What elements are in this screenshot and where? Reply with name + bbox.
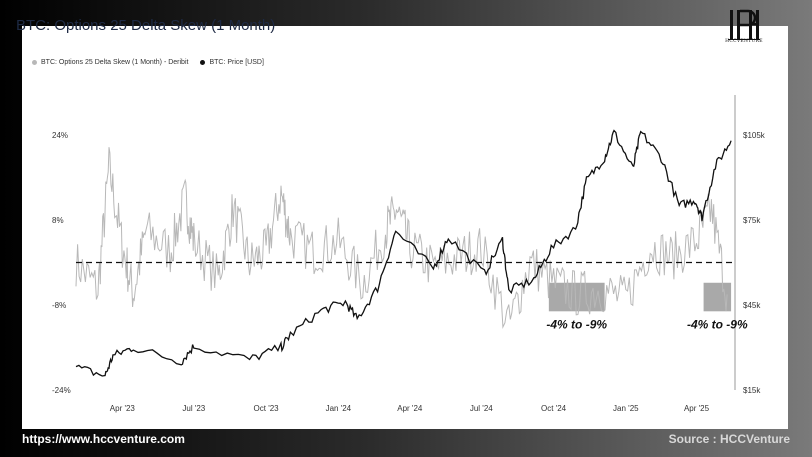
legend-price-label: BTC: Price [USD] <box>209 59 264 66</box>
right-tick-label: $105k <box>743 131 766 140</box>
x-tick-label: Apr '24 <box>397 404 423 413</box>
x-tick-label: Jul '23 <box>182 404 205 413</box>
x-tick-label: Oct '24 <box>541 404 567 413</box>
right-tick-label: $75k <box>743 216 761 225</box>
footer-source: Source : HCCVenture <box>668 432 790 446</box>
legend-item-skew[interactable]: BTC: Options 25 Delta Skew (1 Month) - D… <box>32 59 188 66</box>
left-tick-label: 24% <box>52 131 68 140</box>
x-tick-label: Jul '24 <box>470 404 493 413</box>
logo-text: HCCVENTURE <box>725 39 763 44</box>
chart-legend: BTC: Options 25 Delta Skew (1 Month) - D… <box>32 59 264 66</box>
right-tick-label: $15k <box>743 386 761 395</box>
legend-item-price[interactable]: BTC: Price [USD] <box>200 59 264 66</box>
x-tick-label: Oct '23 <box>254 404 280 413</box>
x-tick-label: Apr '25 <box>684 404 710 413</box>
series-price-line <box>75 129 732 377</box>
legend-price-dot-icon <box>200 60 206 65</box>
footer-url-link[interactable]: https://www.hccventure.com <box>22 432 185 446</box>
right-tick-label: $45k <box>743 301 761 310</box>
legend-skew-dot-icon <box>32 60 37 65</box>
series-skew-line <box>75 147 728 329</box>
left-tick-label: 8% <box>52 216 64 225</box>
chart-card <box>22 26 788 429</box>
hccventure-logo-icon <box>728 9 760 40</box>
x-tick-label: Jan '24 <box>326 404 352 413</box>
annotation-label-0: -4% to -9% <box>546 317 607 331</box>
legend-skew-label: BTC: Options 25 Delta Skew (1 Month) - D… <box>41 59 189 66</box>
annotation-label-1: -4% to -9% <box>687 317 748 331</box>
left-tick-label: -8% <box>52 301 66 310</box>
left-tick-label: -24% <box>52 386 71 395</box>
x-tick-label: Jan '25 <box>613 404 639 413</box>
x-tick-label: Apr '23 <box>110 404 136 413</box>
chart-title: BTC: Options 25 Delta Skew (1 Month) <box>16 17 276 34</box>
